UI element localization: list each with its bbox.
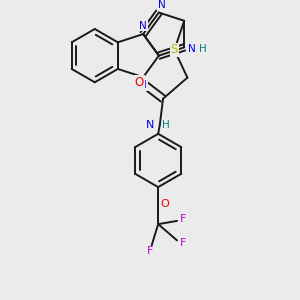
Text: N: N bbox=[139, 80, 147, 90]
Text: F: F bbox=[180, 214, 187, 224]
Text: O: O bbox=[160, 199, 169, 209]
Text: F: F bbox=[180, 238, 187, 248]
Text: N: N bbox=[139, 21, 147, 31]
Text: N: N bbox=[158, 0, 166, 11]
Text: F: F bbox=[147, 246, 153, 256]
Text: H: H bbox=[162, 120, 170, 130]
Text: S: S bbox=[171, 44, 178, 56]
Text: N: N bbox=[146, 120, 154, 130]
Text: O: O bbox=[135, 76, 144, 89]
Text: N: N bbox=[188, 44, 196, 54]
Text: H: H bbox=[199, 44, 207, 54]
